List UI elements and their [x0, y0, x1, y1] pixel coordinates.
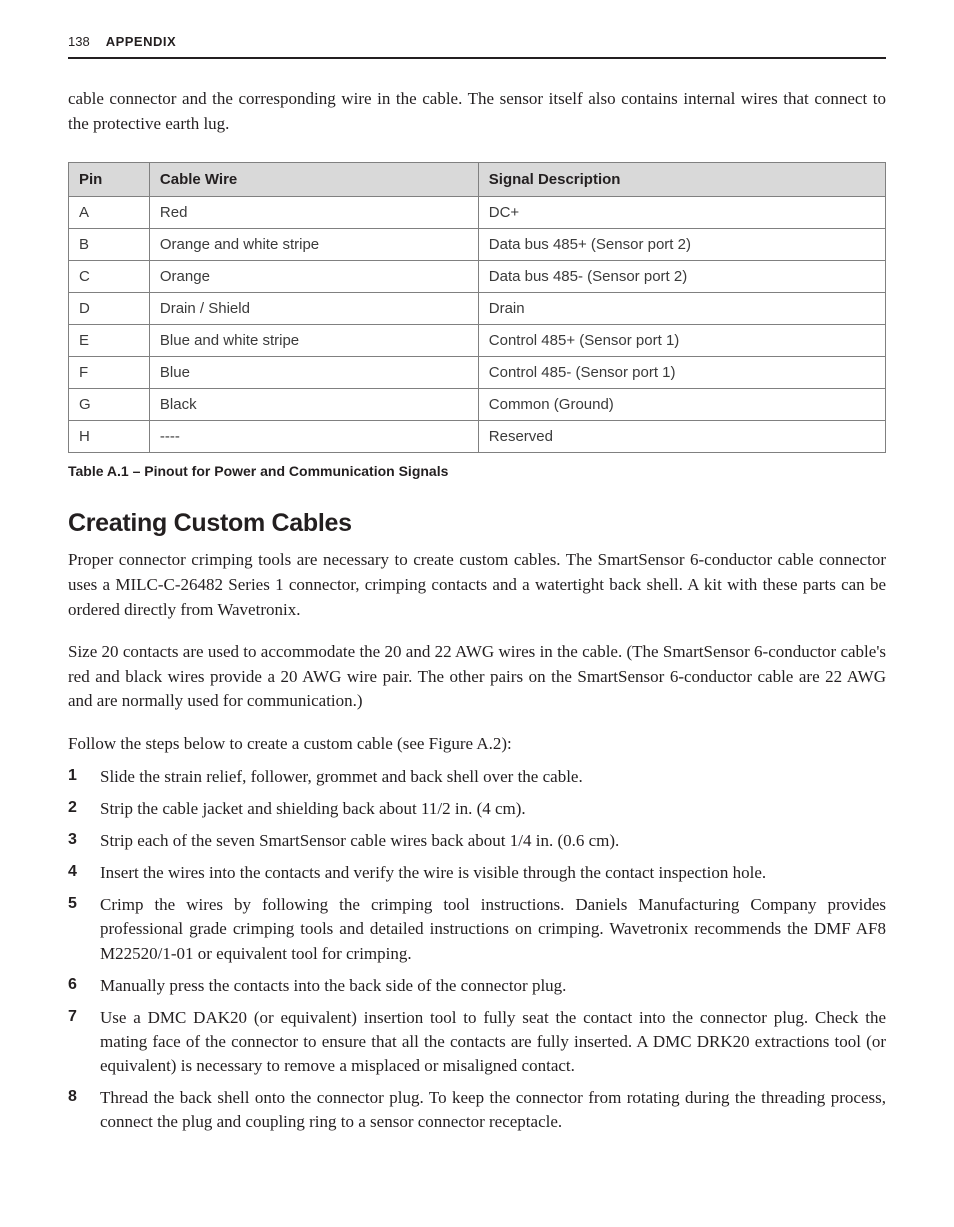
table-caption: Table A.1 – Pinout for Power and Communi… [68, 463, 886, 479]
cell-wire: Blue and white stripe [149, 325, 478, 357]
cell-sig: Data bus 485+ (Sensor port 2) [478, 229, 885, 261]
table-row: A Red DC+ [69, 197, 886, 229]
cell-sig: DC+ [478, 197, 885, 229]
table-header-row: Pin Cable Wire Signal Description [69, 163, 886, 197]
steps-list: Slide the strain relief, follower, gromm… [68, 765, 886, 1135]
table-row: H ---- Reserved [69, 421, 886, 453]
th-pin: Pin [69, 163, 150, 197]
cell-pin: G [69, 389, 150, 421]
step-item: Use a DMC DAK20 (or equivalent) insertio… [68, 1006, 886, 1078]
intro-paragraph: cable connector and the corresponding wi… [68, 87, 886, 136]
header-title: APPENDIX [106, 34, 176, 49]
body-paragraph-1: Proper connector crimping tools are nece… [68, 548, 886, 622]
step-item: Insert the wires into the contacts and v… [68, 861, 886, 885]
step-item: Slide the strain relief, follower, gromm… [68, 765, 886, 789]
table-row: E Blue and white stripe Control 485+ (Se… [69, 325, 886, 357]
cell-wire: ---- [149, 421, 478, 453]
step-item: Strip each of the seven SmartSensor cabl… [68, 829, 886, 853]
cell-sig: Common (Ground) [478, 389, 885, 421]
section-heading: Creating Custom Cables [68, 509, 886, 538]
cell-sig: Control 485+ (Sensor port 1) [478, 325, 885, 357]
cell-pin: F [69, 357, 150, 389]
step-item: Strip the cable jacket and shielding bac… [68, 797, 886, 821]
cell-wire: Orange [149, 261, 478, 293]
step-item: Manually press the contacts into the bac… [68, 974, 886, 998]
cell-pin: B [69, 229, 150, 261]
body-paragraph-3: Follow the steps below to create a custo… [68, 732, 886, 757]
cell-sig: Reserved [478, 421, 885, 453]
cell-pin: C [69, 261, 150, 293]
cell-pin: E [69, 325, 150, 357]
page-number: 138 [68, 34, 90, 49]
cell-sig: Data bus 485- (Sensor port 2) [478, 261, 885, 293]
table-row: C Orange Data bus 485- (Sensor port 2) [69, 261, 886, 293]
th-cable-wire: Cable Wire [149, 163, 478, 197]
cell-sig: Control 485- (Sensor port 1) [478, 357, 885, 389]
table-row: F Blue Control 485- (Sensor port 1) [69, 357, 886, 389]
step-item: Thread the back shell onto the connector… [68, 1086, 886, 1134]
cell-wire: Red [149, 197, 478, 229]
body-paragraph-2: Size 20 contacts are used to accommodate… [68, 640, 886, 714]
pinout-table: Pin Cable Wire Signal Description A Red … [68, 162, 886, 453]
cell-wire: Drain / Shield [149, 293, 478, 325]
table-row: G Black Common (Ground) [69, 389, 886, 421]
cell-wire: Blue [149, 357, 478, 389]
table-row: B Orange and white stripe Data bus 485+ … [69, 229, 886, 261]
cell-wire: Orange and white stripe [149, 229, 478, 261]
th-signal: Signal Description [478, 163, 885, 197]
cell-pin: D [69, 293, 150, 325]
cell-sig: Drain [478, 293, 885, 325]
cell-pin: A [69, 197, 150, 229]
cell-wire: Black [149, 389, 478, 421]
step-item: Crimp the wires by following the crimpin… [68, 893, 886, 965]
table-row: D Drain / Shield Drain [69, 293, 886, 325]
cell-pin: H [69, 421, 150, 453]
page-header: 138 APPENDIX [68, 34, 886, 59]
